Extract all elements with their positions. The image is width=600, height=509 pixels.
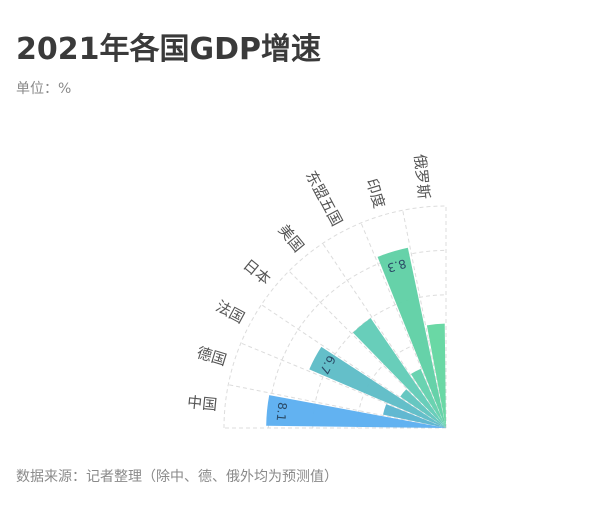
bar-russia (426, 323, 446, 428)
category-label-germany: 德国 (195, 343, 229, 369)
grid-spoke-2 (240, 342, 447, 429)
grid-spoke-5 (322, 243, 447, 429)
category-label-india: 印度 (362, 176, 388, 210)
data-label-india: 8.3 (386, 256, 408, 275)
grid-spoke-3 (261, 304, 447, 429)
page-title: 2021年各国GDP增速 (16, 32, 322, 67)
bar-asean (410, 368, 446, 428)
category-label-japan: 日本 (240, 256, 275, 289)
grid-spoke-1 (228, 384, 447, 429)
bar-india (377, 247, 446, 428)
grid-spoke-4 (288, 270, 447, 429)
data-label-china: 8.1 (274, 402, 290, 422)
bar-france (309, 346, 446, 428)
source-note: 数据来源：记者整理（除中、德、俄外均为预测值） (16, 469, 338, 485)
grid-arc-4 (356, 338, 447, 429)
category-label-usa: 美国 (274, 221, 307, 256)
bar-usa (352, 318, 446, 428)
bar-germany (383, 404, 446, 428)
grid-spoke-6 (360, 222, 447, 429)
bar-china (266, 395, 446, 428)
grid-arc-10 (223, 205, 447, 429)
grid-arc-6 (312, 294, 447, 429)
bar-japan (400, 389, 446, 428)
grid-spoke-7 (402, 210, 447, 429)
unit-label: 单位：% (16, 81, 72, 97)
category-label-asean: 东盟五国 (302, 168, 346, 229)
category-label-france: 法国 (213, 297, 248, 327)
category-label-russia: 俄罗斯 (411, 153, 433, 200)
category-label-china: 中国 (186, 393, 218, 414)
